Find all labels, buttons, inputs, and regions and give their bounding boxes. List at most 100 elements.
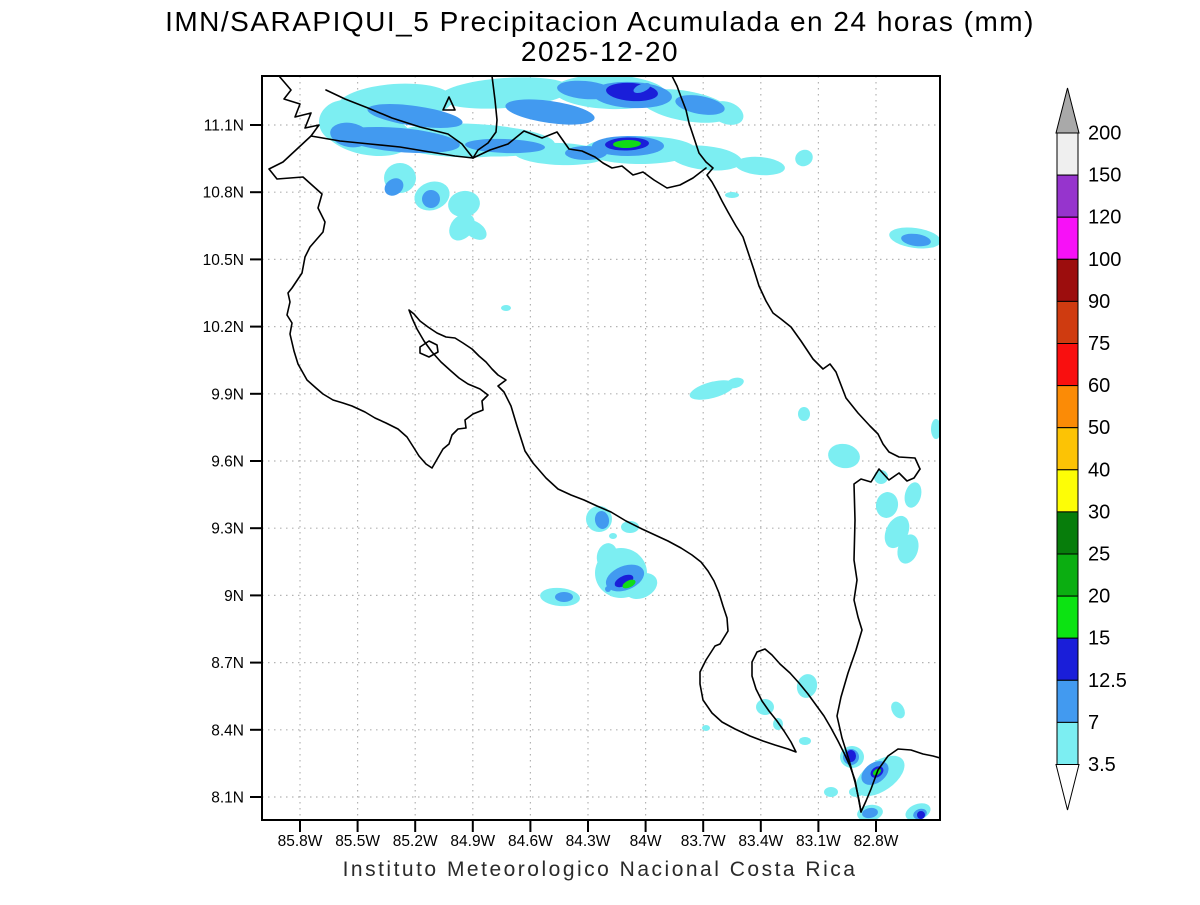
colorbar-label: 15 bbox=[1088, 628, 1110, 650]
colorbar-segment bbox=[1056, 427, 1079, 471]
colorbar-segment bbox=[1056, 216, 1079, 260]
coastline-nicaragua-border-west bbox=[310, 135, 474, 159]
precip-blob-b bbox=[555, 592, 573, 602]
colorbar-segment bbox=[1056, 553, 1079, 597]
precip-blob-c bbox=[621, 521, 639, 533]
colorbar-label: 25 bbox=[1088, 544, 1110, 566]
colorbar-segment bbox=[1056, 174, 1079, 218]
lat-tick-label: 10.2N bbox=[203, 319, 244, 336]
coastline-caribbean-coast bbox=[671, 76, 921, 470]
precip-blob-c bbox=[849, 787, 863, 797]
precipitation-shading bbox=[319, 76, 940, 820]
colorbar-label: 50 bbox=[1088, 417, 1110, 439]
precip-blob-n bbox=[917, 811, 925, 819]
precip-blob-c bbox=[796, 674, 818, 698]
colorbar-segment bbox=[1056, 511, 1079, 555]
precip-blob-c bbox=[828, 443, 860, 469]
lon-tick-label: 82.8W bbox=[854, 833, 899, 850]
precip-blob-c bbox=[448, 190, 480, 218]
precip-blob-b bbox=[605, 586, 611, 592]
precip-blob-b bbox=[675, 95, 725, 115]
figure-title: IMN/SARAPIQUI_5 Precipitacion Acumulada … bbox=[165, 6, 1035, 37]
colorbar-segment bbox=[1056, 595, 1079, 639]
map-frame bbox=[261, 75, 941, 821]
lon-tick-label: 85.8W bbox=[278, 833, 323, 850]
colorbar-label: 100 bbox=[1088, 249, 1121, 271]
footer-caption: Instituto Meteorologico Nacional Costa R… bbox=[343, 858, 858, 881]
lon-tick-label: 84.9W bbox=[450, 833, 495, 850]
colorbar-segment bbox=[1056, 679, 1079, 723]
lat-tick-label: 9N bbox=[224, 588, 244, 605]
colorbar-segment bbox=[1056, 343, 1079, 387]
colorbar-segment bbox=[1056, 385, 1079, 429]
lat-tick-label: 8.7N bbox=[211, 655, 244, 672]
lon-tick-label: 84W bbox=[630, 833, 662, 850]
precip-blob-c bbox=[689, 380, 735, 400]
lon-tick-label: 83.4W bbox=[738, 833, 783, 850]
precip-blob-c bbox=[670, 145, 742, 171]
precip-blob-c bbox=[904, 482, 922, 508]
lat-tick-label: 9.9N bbox=[211, 386, 244, 403]
precip-blob-c bbox=[702, 725, 710, 731]
lon-tick-label: 83.1W bbox=[796, 833, 841, 850]
lat-tick-label: 10.8N bbox=[203, 185, 244, 202]
colorbar-label: 12.5 bbox=[1088, 670, 1127, 692]
precip-blob-c bbox=[609, 533, 617, 539]
map-gridlines bbox=[262, 76, 940, 820]
lat-tick-label: 10.5N bbox=[203, 252, 244, 269]
precip-blob-b bbox=[367, 104, 463, 128]
precip-blob-c bbox=[824, 787, 838, 797]
colorbar-segment bbox=[1056, 721, 1079, 766]
precip-blob-c bbox=[798, 407, 810, 421]
colorbar-legend: 200 150 120 100 90 75 60 50 40 30 25 20 15 12.5 7 3.5 bbox=[1055, 87, 1127, 811]
coastline-pacific-main bbox=[268, 76, 940, 813]
lon-tick-label: 83.7W bbox=[681, 833, 726, 850]
colorbar-label: 3.5 bbox=[1088, 754, 1116, 776]
colorbar-label: 30 bbox=[1088, 501, 1110, 523]
colorbar-segment bbox=[1056, 469, 1079, 513]
coastline-lake-east-shore bbox=[472, 76, 498, 159]
coastline-lake-shore bbox=[325, 89, 474, 159]
precip-blob-c bbox=[875, 492, 899, 518]
precip-blob-b bbox=[340, 126, 460, 154]
colorbar-arrow-bottom bbox=[1055, 764, 1080, 811]
colorbar-arrow-top bbox=[1055, 87, 1080, 134]
lon-tick-label: 84.3W bbox=[566, 833, 611, 850]
colorbar-label: 200 bbox=[1088, 123, 1121, 145]
precip-blob-c bbox=[795, 149, 813, 167]
lat-tick-label: 9.6N bbox=[211, 454, 244, 471]
colorbar-label: 20 bbox=[1088, 586, 1110, 608]
lon-tick-label: 85.5W bbox=[335, 833, 380, 850]
colorbar-label: 120 bbox=[1088, 207, 1121, 229]
precip-blob-b bbox=[505, 99, 595, 125]
colorbar-label: 40 bbox=[1088, 459, 1110, 481]
lat-tick-label: 8.1N bbox=[211, 790, 244, 807]
coastline-isla-chira bbox=[419, 340, 439, 358]
precip-blob-c bbox=[897, 534, 919, 564]
precip-blob-c bbox=[463, 220, 487, 240]
colorbar-segment bbox=[1056, 637, 1079, 681]
colorbar-segment bbox=[1056, 132, 1079, 176]
colorbar-label: 75 bbox=[1088, 333, 1110, 355]
coastline-lake-island bbox=[442, 96, 456, 111]
colorbar-label: 150 bbox=[1088, 165, 1121, 187]
lat-tick-label: 9.3N bbox=[211, 521, 244, 538]
precip-blob-b bbox=[422, 190, 440, 208]
coastlines-and-borders bbox=[268, 76, 940, 813]
precip-blob-b bbox=[465, 138, 545, 154]
lat-tick-label: 11.1N bbox=[204, 118, 244, 135]
coastline-panama-border bbox=[836, 468, 921, 813]
lon-tick-label: 85.2W bbox=[393, 833, 438, 850]
precip-blob-c bbox=[874, 470, 888, 484]
precip-blob-b bbox=[633, 82, 651, 94]
axis-ticks-and-labels: 11.1N 10.8N 10.5N 10.2N 9.9N 9.6N 9.3N 9N 8.7N 8.… bbox=[203, 118, 899, 851]
precip-blob-c bbox=[735, 156, 785, 176]
coastline-border-east bbox=[472, 130, 707, 189]
colorbar-label: 60 bbox=[1088, 375, 1110, 397]
lat-tick-label: 8.4N bbox=[211, 722, 244, 739]
precip-blob-g bbox=[622, 579, 636, 589]
colorbar-label: 90 bbox=[1088, 291, 1110, 313]
precip-blob-c bbox=[501, 305, 511, 311]
precip-blob-b bbox=[862, 807, 878, 819]
